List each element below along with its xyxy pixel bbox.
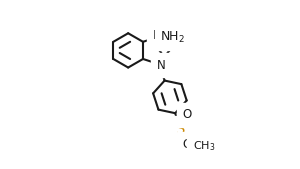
Text: N: N [153, 29, 162, 42]
Text: O: O [183, 108, 192, 121]
Text: O: O [183, 138, 192, 151]
Text: S: S [176, 122, 185, 137]
Text: NH$_2$: NH$_2$ [160, 29, 185, 45]
Text: N: N [157, 59, 165, 72]
Text: CH$_3$: CH$_3$ [193, 139, 215, 153]
